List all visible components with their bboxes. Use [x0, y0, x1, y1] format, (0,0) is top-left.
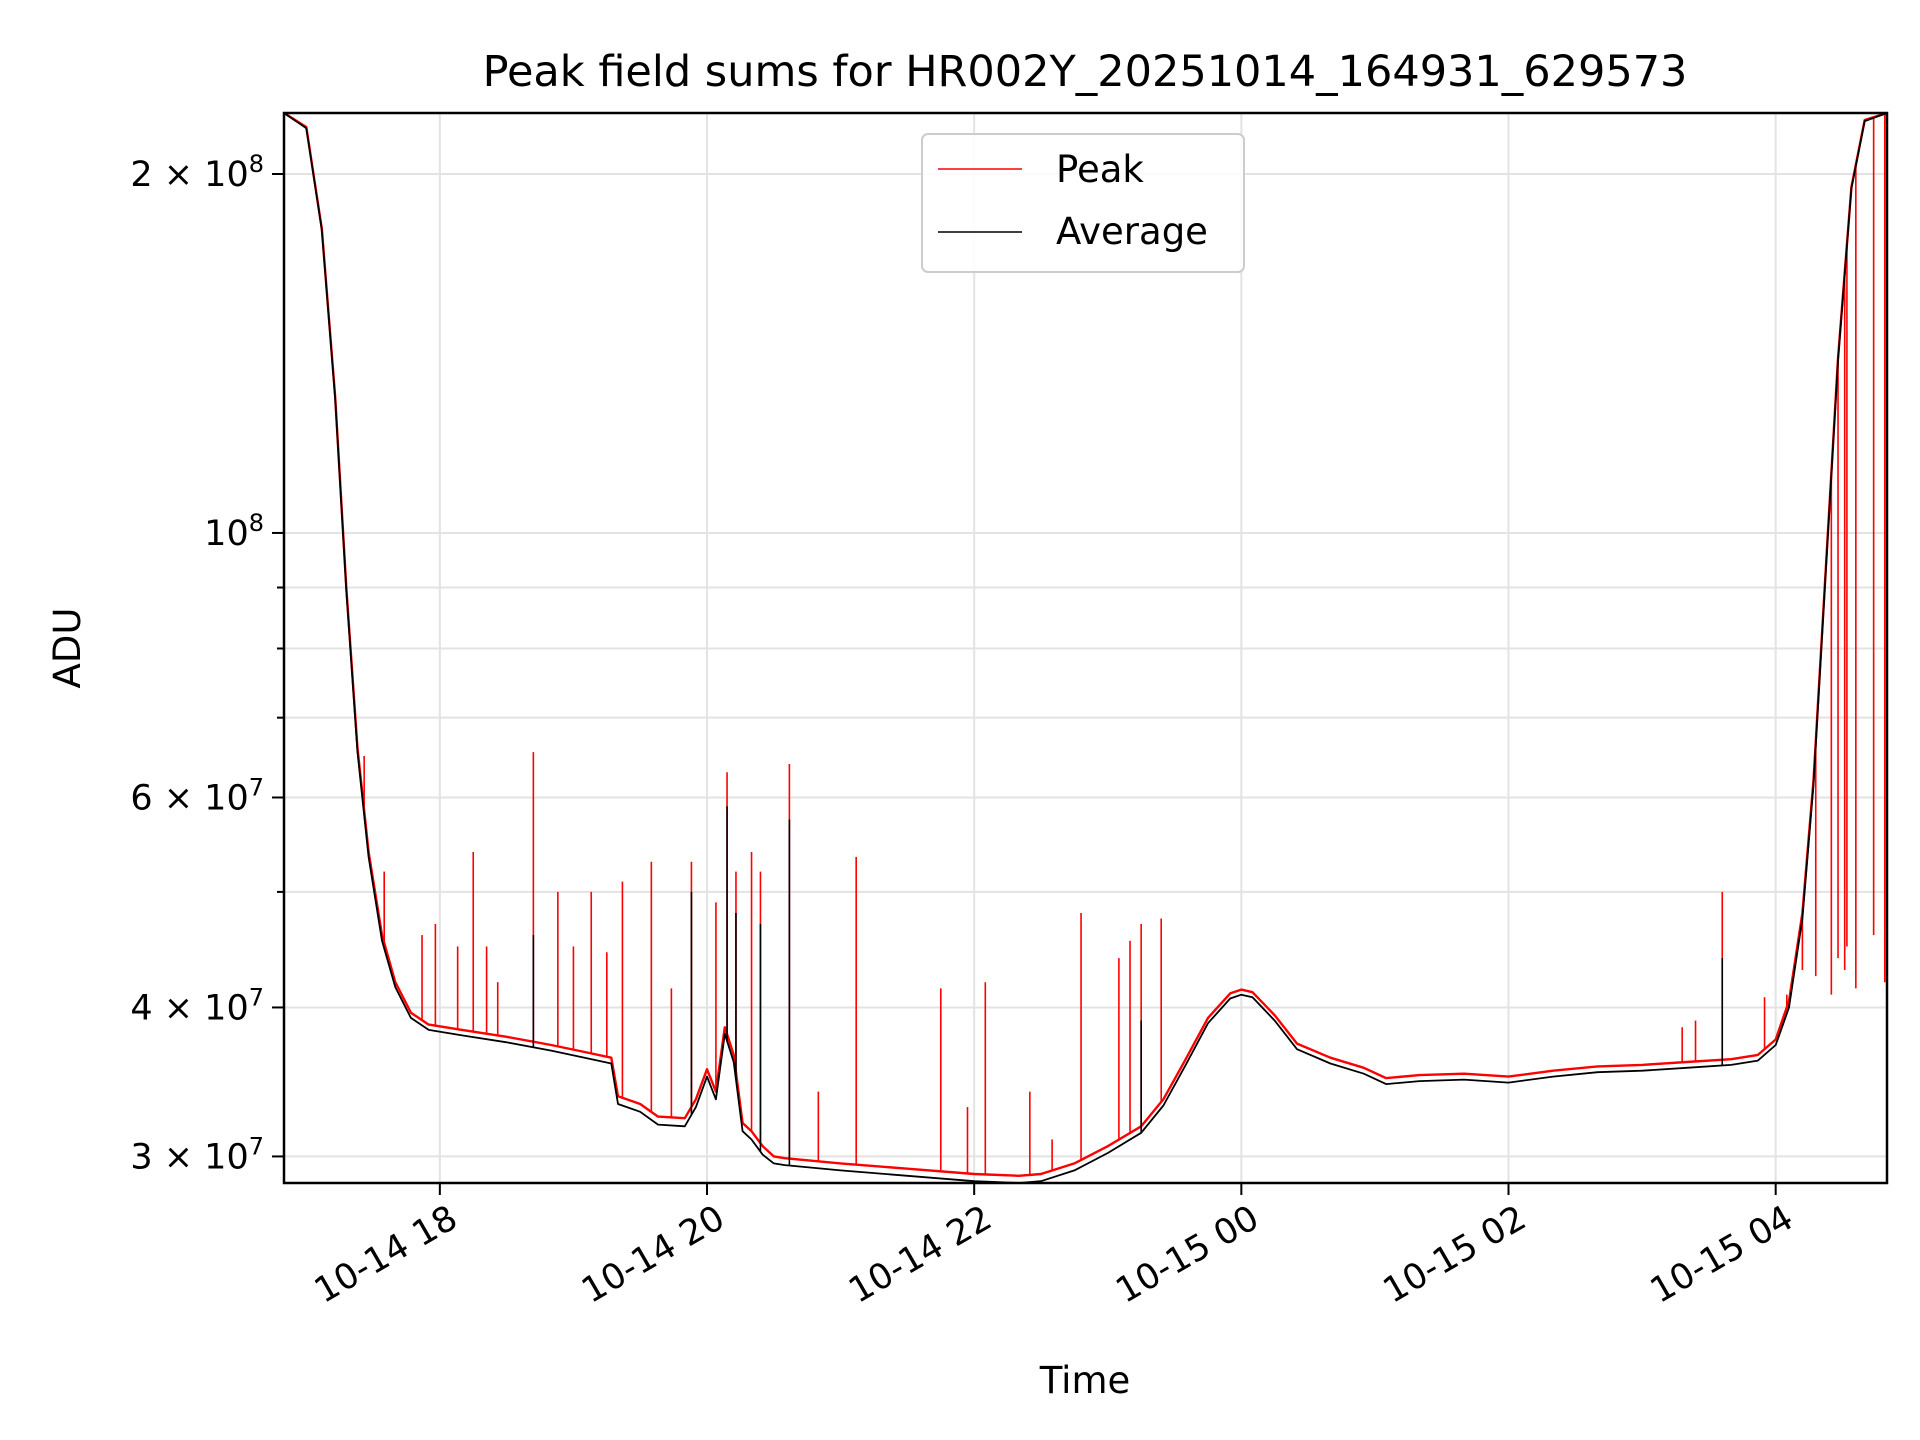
x-axis-label: Time: [1039, 1359, 1131, 1402]
y-tick-label: 108: [204, 509, 264, 554]
y-tick-label: 4 × 107: [130, 983, 264, 1028]
series-line-average: [284, 113, 1887, 1183]
series-layer: [284, 113, 1887, 1183]
series-group: [284, 113, 1887, 1183]
legend-label-average: Average: [1056, 210, 1208, 253]
y-tick-label: 3 × 107: [130, 1132, 264, 1177]
y-axis-label: ADU: [46, 608, 89, 689]
legend-label-peak: Peak: [1056, 148, 1144, 191]
chart-title: Peak field sums for HR002Y_20251014_1649…: [483, 47, 1688, 97]
legend: Peak Average: [921, 133, 1245, 273]
series-line-peak: [284, 113, 1887, 1178]
y-axis: 3 × 107 4 × 107 6 × 107 108 2 × 108: [130, 150, 284, 1177]
y-tick-label: 2 × 108: [130, 150, 264, 195]
y-tick-label: 6 × 107: [130, 773, 264, 818]
